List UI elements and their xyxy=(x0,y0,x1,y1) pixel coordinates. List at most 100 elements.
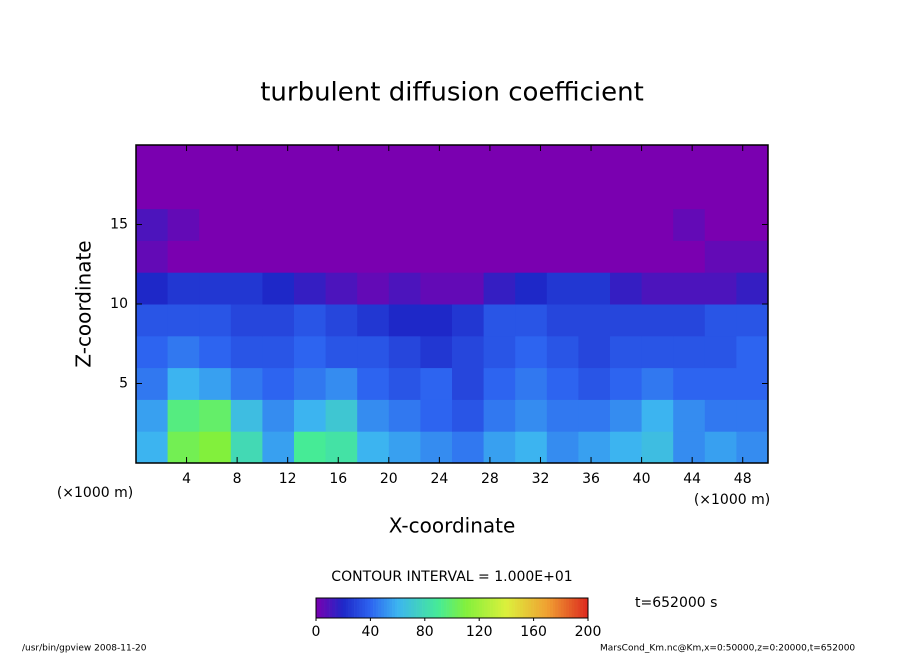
colorbar-tick-label: 200 xyxy=(575,624,602,640)
colorbar-segment xyxy=(549,598,553,618)
cell xyxy=(325,431,358,464)
x-tick-label: 8 xyxy=(233,471,242,487)
colorbar-segment xyxy=(340,598,344,618)
colorbar-segment xyxy=(514,598,518,618)
y-tick-label: 15 xyxy=(110,217,128,233)
cell xyxy=(357,399,390,432)
cell xyxy=(641,367,674,400)
cell xyxy=(736,176,769,210)
cell xyxy=(704,240,737,273)
cell xyxy=(483,176,516,210)
cell xyxy=(704,272,737,305)
colorbar-segment xyxy=(362,598,366,618)
cell xyxy=(610,367,643,400)
cell xyxy=(578,145,611,178)
colorbar-segment xyxy=(345,598,349,618)
cell xyxy=(515,272,548,305)
cell xyxy=(325,399,358,432)
cell xyxy=(230,272,263,305)
cell xyxy=(199,399,232,432)
colorbar-segment xyxy=(528,598,532,618)
cell xyxy=(546,145,579,178)
colorbar-tick-label: 0 xyxy=(312,624,321,640)
cell xyxy=(578,208,611,241)
cell xyxy=(420,399,453,432)
cell xyxy=(610,431,643,464)
cell xyxy=(515,176,548,210)
cell xyxy=(230,335,263,369)
colorbar-segment xyxy=(520,598,524,618)
cell xyxy=(420,240,453,273)
cell xyxy=(199,335,232,369)
cell xyxy=(610,335,643,369)
colorbar-segment xyxy=(413,598,417,618)
colorbar-segment xyxy=(324,598,328,618)
cell xyxy=(673,272,706,305)
y-tick-label: 5 xyxy=(119,376,128,392)
y-axis-label: Z-coordinate xyxy=(72,240,96,367)
cell xyxy=(167,367,200,400)
x-tick-label: 20 xyxy=(380,471,398,487)
cell xyxy=(704,208,737,241)
cell xyxy=(578,240,611,273)
cell xyxy=(167,272,200,305)
colorbar-segment xyxy=(329,598,333,618)
cell xyxy=(452,208,485,241)
cell xyxy=(483,208,516,241)
cell xyxy=(452,240,485,273)
colorbar-segment xyxy=(500,598,504,618)
cell xyxy=(704,176,737,210)
cell xyxy=(546,176,579,210)
cell xyxy=(199,145,232,178)
cell xyxy=(610,240,643,273)
colorbar-segment xyxy=(430,598,434,618)
cell xyxy=(704,335,737,369)
colorbar-tick-label: 160 xyxy=(520,624,547,640)
colorbar-segment xyxy=(400,598,404,618)
colorbar-segment xyxy=(394,598,398,618)
colorbar-segment xyxy=(544,598,548,618)
cell xyxy=(515,240,548,273)
colorbar-segment xyxy=(481,598,485,618)
cell xyxy=(452,367,485,400)
x-tick-label: 24 xyxy=(430,471,448,487)
cell xyxy=(610,145,643,178)
colorbar-segment xyxy=(441,598,445,618)
cell xyxy=(199,367,232,400)
cell xyxy=(515,399,548,432)
cell xyxy=(483,272,516,305)
cell xyxy=(294,367,327,400)
colorbar-segment xyxy=(539,598,543,618)
colorbar-segment xyxy=(359,598,363,618)
cell xyxy=(325,272,358,305)
cell xyxy=(546,240,579,273)
cell xyxy=(136,335,169,369)
colorbar-segment xyxy=(356,598,360,618)
footer-right: MarsCond_Km.nc@Km,x=0:50000,z=0:20000,t=… xyxy=(600,644,855,654)
colorbar-segment xyxy=(370,598,374,618)
cell xyxy=(673,367,706,400)
cell xyxy=(136,145,169,178)
cell xyxy=(736,399,769,432)
cell xyxy=(736,272,769,305)
cell xyxy=(673,304,706,337)
colorbar-segment xyxy=(416,598,420,618)
cell xyxy=(704,367,737,400)
x-tick-label: 32 xyxy=(532,471,550,487)
cell xyxy=(262,335,295,369)
cell xyxy=(357,367,390,400)
cell xyxy=(578,304,611,337)
colorbar-segment xyxy=(449,598,453,618)
colorbar-segment xyxy=(498,598,502,618)
cell xyxy=(167,304,200,337)
colorbar-segment xyxy=(552,598,556,618)
cell xyxy=(357,431,390,464)
cell xyxy=(167,431,200,464)
cell xyxy=(546,367,579,400)
colorbar-segment xyxy=(422,598,426,618)
cell xyxy=(136,399,169,432)
cell xyxy=(230,367,263,400)
x-tick-label: 48 xyxy=(734,471,752,487)
cell xyxy=(515,208,548,241)
